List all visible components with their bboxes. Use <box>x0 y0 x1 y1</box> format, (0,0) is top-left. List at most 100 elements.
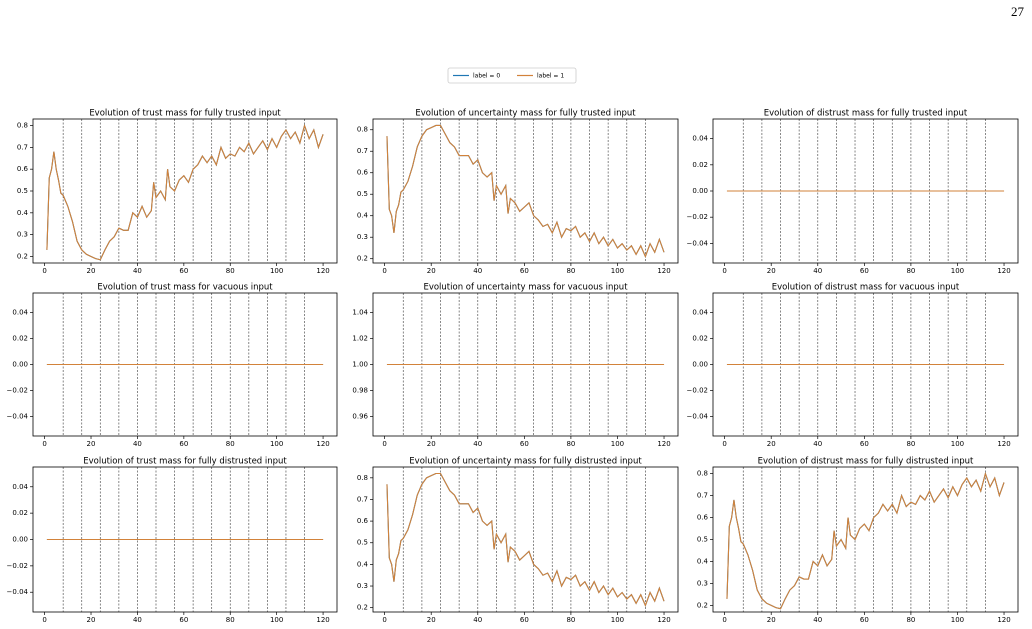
x-tick-label: 100 <box>611 616 624 624</box>
x-tick-label: 100 <box>951 267 964 275</box>
x-tick-label: 60 <box>179 440 188 448</box>
chart-title: Evolution of trust mass for vacuous inpu… <box>97 283 273 293</box>
x-tick-label: 120 <box>316 616 329 624</box>
y-tick-label: 0.3 <box>697 579 708 587</box>
x-tick-label: 20 <box>767 267 776 275</box>
y-tick-label: 0.2 <box>17 252 28 260</box>
chart-title: Evolution of distrust mass for fully tru… <box>764 109 968 119</box>
y-tick-label: 0.5 <box>697 536 708 544</box>
x-tick-label: 0 <box>382 440 386 448</box>
y-tick-label: 0.3 <box>357 233 368 241</box>
legend-label: label = 1 <box>537 73 564 80</box>
x-tick-label: 100 <box>270 616 283 624</box>
y-tick-label: 1.04 <box>352 309 368 317</box>
x-tick-label: 100 <box>951 440 964 448</box>
axes-frame <box>372 292 679 437</box>
x-tick-label: 120 <box>316 267 329 275</box>
y-tick-label: 0.00 <box>692 361 708 369</box>
series-line <box>46 123 324 261</box>
y-tick-label: 0.96 <box>352 413 368 421</box>
axes-frame <box>372 466 679 613</box>
y-tick-label: 0.4 <box>357 212 369 220</box>
y-tick-label: −0.04 <box>7 413 29 421</box>
x-tick-label: 0 <box>382 616 386 624</box>
x-tick-label: 120 <box>657 267 670 275</box>
x-tick-label: 0 <box>722 267 726 275</box>
x-tick-label: 100 <box>270 267 283 275</box>
y-tick-label: 0.02 <box>12 509 28 517</box>
x-tick-label: 20 <box>427 440 436 448</box>
y-tick-label: 0.7 <box>697 492 708 500</box>
x-tick-label: 120 <box>316 440 329 448</box>
x-tick-label: 0 <box>722 616 726 624</box>
y-tick-label: 0.00 <box>12 361 28 369</box>
y-tick-label: 0.04 <box>12 483 28 491</box>
x-tick-label: 100 <box>951 616 964 624</box>
y-tick-label: 0.4 <box>697 557 709 565</box>
y-tick-label: 0.2 <box>357 255 368 263</box>
y-tick-label: 0.02 <box>12 335 28 343</box>
x-tick-label: 20 <box>87 616 96 624</box>
chart-title: Evolution of distrust mass for vacuous i… <box>772 283 960 293</box>
x-tick-label: 20 <box>767 440 776 448</box>
y-tick-label: 0.3 <box>357 582 368 590</box>
y-tick-label: −0.02 <box>687 213 708 221</box>
x-tick-label: 20 <box>427 616 436 624</box>
y-tick-label: 0.5 <box>357 539 368 547</box>
axes-frame <box>712 466 1019 613</box>
y-tick-label: 0.6 <box>357 517 369 525</box>
x-tick-label: 80 <box>226 440 235 448</box>
y-tick-label: 0.4 <box>17 209 29 217</box>
y-tick-label: 0.7 <box>357 147 368 155</box>
y-tick-label: 0.5 <box>17 187 28 195</box>
x-tick-label: 20 <box>767 616 776 624</box>
x-tick-label: 0 <box>42 267 46 275</box>
chart-title: Evolution of uncertainty mass for vacuou… <box>423 283 628 293</box>
y-tick-label: −0.02 <box>7 562 28 570</box>
series-line <box>386 124 665 259</box>
x-tick-label: 40 <box>133 616 142 624</box>
y-tick-label: −0.02 <box>687 387 708 395</box>
y-tick-label: 0.6 <box>17 165 29 173</box>
series-line <box>726 471 1005 610</box>
legend-box <box>447 67 577 84</box>
y-tick-label: 0.8 <box>357 126 368 134</box>
y-tick-label: 1.00 <box>352 361 368 369</box>
x-tick-label: 60 <box>520 616 529 624</box>
x-tick-label: 120 <box>997 616 1010 624</box>
x-tick-label: 60 <box>860 267 869 275</box>
x-tick-label: 20 <box>87 440 96 448</box>
x-tick-label: 40 <box>813 267 822 275</box>
x-tick-label: 40 <box>473 616 482 624</box>
x-tick-label: 120 <box>657 440 670 448</box>
x-tick-label: 80 <box>906 616 915 624</box>
y-tick-label: 0.00 <box>692 187 708 195</box>
y-tick-label: 0.04 <box>692 309 708 317</box>
y-tick-label: 0.00 <box>12 536 28 544</box>
x-tick-label: 60 <box>860 440 869 448</box>
x-tick-label: 40 <box>813 440 822 448</box>
y-tick-label: 0.2 <box>357 604 368 612</box>
y-tick-label: 0.8 <box>357 474 368 482</box>
x-tick-label: 60 <box>179 267 188 275</box>
series-line <box>386 472 665 608</box>
x-tick-label: 60 <box>520 440 529 448</box>
x-tick-label: 80 <box>566 440 575 448</box>
x-tick-label: 120 <box>997 267 1010 275</box>
x-tick-label: 120 <box>657 616 670 624</box>
series-line <box>726 471 1005 610</box>
x-tick-label: 100 <box>611 267 624 275</box>
chart-title: Evolution of distrust mass for fully dis… <box>758 457 974 467</box>
x-tick-label: 80 <box>906 267 915 275</box>
chart-title: Evolution of trust mass for fully distru… <box>83 457 287 467</box>
y-tick-label: −0.04 <box>7 588 29 596</box>
y-tick-label: 0.8 <box>17 122 28 130</box>
y-tick-label: 0.02 <box>692 161 708 169</box>
x-tick-label: 100 <box>611 440 624 448</box>
x-tick-label: 0 <box>382 267 386 275</box>
x-tick-label: 80 <box>566 267 575 275</box>
y-tick-label: 0.5 <box>357 190 368 198</box>
x-tick-label: 0 <box>42 616 46 624</box>
legend-label: label = 0 <box>473 73 500 80</box>
